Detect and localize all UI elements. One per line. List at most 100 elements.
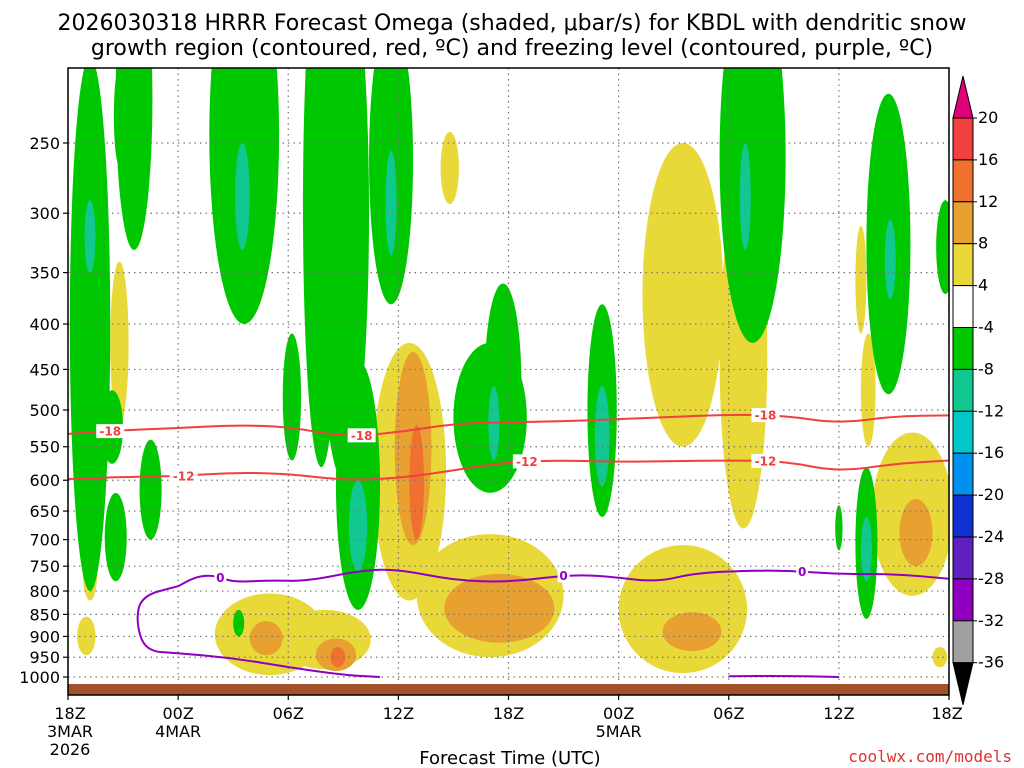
colorbar-label-3: 8: [978, 234, 988, 253]
x-tick-label-48: 18Z: [931, 704, 962, 723]
omega-region-lift-f: [113, 68, 125, 166]
contour-label-bg: [96, 424, 125, 439]
contour-label--12C: -12: [516, 455, 538, 469]
x-tick-date-0: 3MAR: [47, 722, 93, 741]
contour-label--18C: -18: [99, 425, 121, 439]
colorbar-bin-6: [952, 327, 974, 370]
colorbar-label-1: 16: [978, 150, 998, 169]
x-tick-label-42: 12Z: [823, 704, 854, 723]
omega-region-lift-b: [84, 200, 96, 273]
chart-title-line-2: growth region (contoured, red, ºC) and f…: [91, 36, 933, 61]
contour-label-bg: [214, 570, 227, 585]
colorbar-bin-10: [952, 494, 974, 538]
colorbar-label-7: -12: [978, 401, 1004, 420]
colorbar-bin-1: [952, 117, 974, 161]
colorbar-bin-3: [952, 201, 974, 245]
temperature-contours: -18 -18 -18 -12 -12 -12 0 0 0: [68, 408, 949, 678]
contour-label-bg: [751, 453, 780, 468]
omega-region-lift-cc: [860, 516, 872, 582]
omega-region-sink-k: [409, 425, 425, 540]
colorbar-bin-4: [952, 243, 974, 287]
omega-region-sink-m: [444, 573, 555, 643]
y-tick-label-600: 600: [29, 471, 60, 490]
omega-region-lift-dd: [835, 505, 843, 551]
contour-line-0C-surface: [728, 674, 839, 678]
colorbar-bin-7: [952, 368, 974, 412]
omega-shading: [69, 68, 949, 676]
chart-title-line-1: 2026030318 HRRR Forecast Omega (shaded, …: [58, 11, 967, 36]
x-tick-year-0: 2026: [50, 740, 91, 759]
y-tick-label-550: 550: [29, 438, 60, 457]
colorbar-label-13: -36: [978, 653, 1004, 672]
omega-region-sink-e: [249, 621, 283, 656]
x-axis-title: Forecast Time (UTC): [419, 748, 600, 768]
contour-label-0C: 0: [216, 571, 224, 585]
omega-region-lift-n: [348, 480, 368, 572]
y-tick-label-950: 950: [29, 648, 60, 667]
grid-lines: [67, 68, 950, 695]
colorbar-top-arrow: [952, 75, 974, 119]
x-tick-label-0: 18Z: [54, 704, 85, 723]
omega-region-lift-q: [282, 333, 302, 461]
x-tick-label-18: 12Z: [383, 704, 414, 723]
contour-label-bg: [169, 468, 198, 483]
colorbar-bin-5: [952, 285, 974, 329]
ground-strip: [68, 684, 949, 695]
x-tick-label-6: 00Z: [162, 704, 193, 723]
contour-label--18C: -18: [351, 429, 373, 443]
x-tick-label-12: 06Z: [273, 704, 304, 723]
omega-region-lift-p: [385, 150, 397, 256]
y-tick-label-750: 750: [29, 557, 60, 576]
omega-region-lift-a: [69, 68, 111, 591]
colorbar-label-5: -4: [978, 318, 994, 337]
colorbar-label-9: -20: [978, 485, 1004, 504]
y-tick-label-900: 900: [29, 627, 60, 646]
omega-region-lift-i: [235, 143, 250, 250]
omega-region-lift-x: [719, 68, 786, 343]
colorbar-bottom-arrow: [952, 662, 974, 705]
x-tick-label-24: 18Z: [493, 704, 524, 723]
omega-region-sink-w: [932, 646, 948, 668]
omega-region-lift-aa: [884, 219, 896, 300]
omega-region-sink-r: [440, 132, 459, 205]
omega-region-lift-ee: [936, 200, 949, 295]
contour-label-bg: [557, 568, 570, 583]
y-tick-label-800: 800: [29, 582, 60, 601]
y-tick-label-700: 700: [29, 531, 60, 550]
y-tick-label-400: 400: [29, 315, 60, 334]
colorbar-bin-11: [952, 536, 974, 580]
contour-line-0C-low: [136, 585, 381, 678]
x-tick-label-30: 00Z: [603, 704, 634, 723]
omega-region-sink-b: [77, 616, 96, 656]
y-tick-label-850: 850: [29, 605, 60, 624]
omega-region-lift-e: [115, 68, 153, 250]
colorbar-label-2: 12: [978, 192, 998, 211]
contour-label-0C: 0: [798, 565, 806, 579]
omega-region-lift-r: [233, 609, 245, 637]
contour-label--12C: -12: [173, 469, 195, 483]
omega-region-lift-c: [104, 492, 127, 582]
y-tick-label-250: 250: [29, 134, 60, 153]
colorbar-label-6: -8: [978, 359, 994, 378]
colorbar-label-11: -28: [978, 569, 1004, 588]
omega-region-lift-j: [218, 68, 241, 187]
omega-region-lift-d: [139, 439, 162, 540]
omega-region-sink-p: [642, 143, 724, 447]
x-tick-date-30: 5MAR: [596, 722, 642, 741]
omega-region-sink-c: [110, 261, 129, 426]
x-tick-date-6: 4MAR: [155, 722, 201, 741]
omega-region-sink-t: [899, 499, 933, 567]
y-tick-label-450: 450: [29, 360, 60, 379]
y-tick-label-350: 350: [29, 264, 60, 283]
colorbar-bin-13: [952, 620, 974, 664]
y-tick-label-650: 650: [29, 502, 60, 521]
y-tick-label-500: 500: [29, 401, 60, 420]
colorbar-bin-9: [952, 452, 974, 496]
colorbar-bin-2: [952, 159, 974, 203]
contour-label-bg: [512, 454, 541, 469]
y-tick-label-300: 300: [29, 204, 60, 223]
contour-label--12C: -12: [755, 454, 777, 468]
contour-label-0C: 0: [559, 569, 567, 583]
